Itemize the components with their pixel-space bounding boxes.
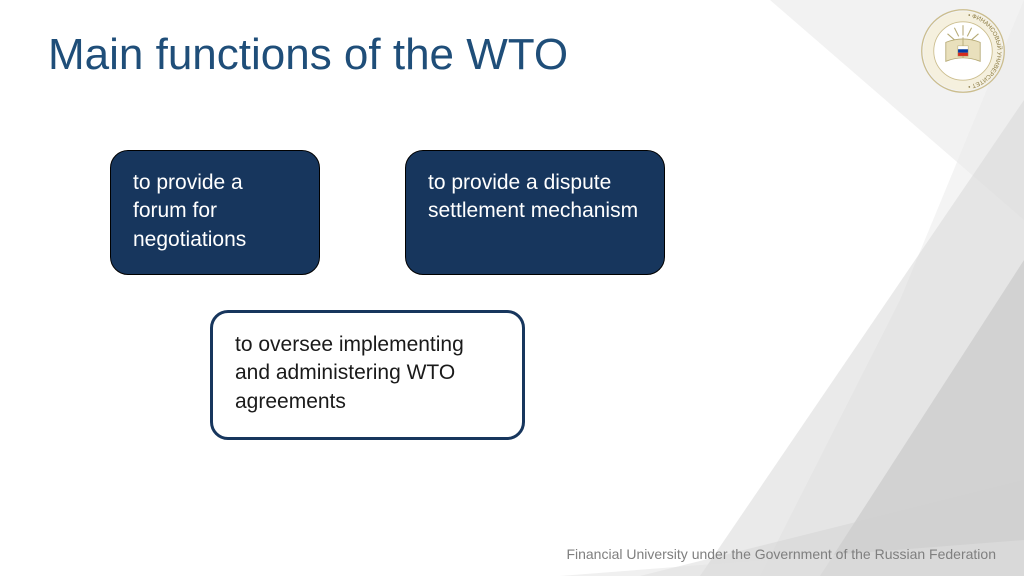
info-box-text: to provide a forum for negotiations	[133, 171, 246, 251]
info-box-1: to provide a dispute settlement mechanis…	[405, 150, 665, 275]
university-logo: • ФИНАНСОВЫЙ УНИВЕРСИТЕТ •	[920, 8, 1006, 94]
slide: Main functions of the WTO • ФИНАНСОВЫЙ У…	[0, 0, 1024, 576]
page-title: Main functions of the WTO	[48, 30, 568, 80]
info-box-text: to provide a dispute settlement mechanis…	[428, 171, 638, 222]
footer-text: Financial University under the Governmen…	[566, 546, 996, 562]
info-box-2: to oversee implementing and administerin…	[210, 310, 525, 440]
background-shapes	[0, 0, 1024, 576]
info-box-0: to provide a forum for negotiations	[110, 150, 320, 275]
info-box-text: to oversee implementing and administerin…	[235, 333, 464, 413]
